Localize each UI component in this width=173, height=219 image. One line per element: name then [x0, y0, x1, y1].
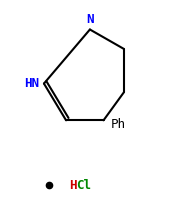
- Text: HN: HN: [24, 77, 39, 90]
- Text: Ph: Ph: [111, 118, 125, 131]
- Text: N: N: [86, 13, 94, 26]
- Text: Cl: Cl: [76, 179, 91, 192]
- Text: H: H: [69, 179, 76, 192]
